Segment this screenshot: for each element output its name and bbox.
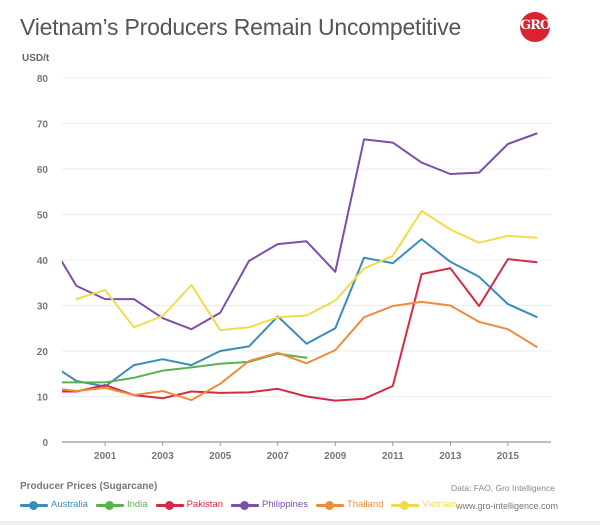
legend-marker-icon <box>20 500 48 510</box>
legend-label: Philippines <box>262 499 308 510</box>
legend-marker-icon <box>315 500 344 510</box>
x-axis: 2001 2003 2005 2007 2009 2011 2013 2015 <box>62 441 551 462</box>
chart-subtitle: Producer Prices (Sugarcane) <box>20 481 158 492</box>
y-tick-label: 80 <box>37 74 49 85</box>
x-tick-label: 2013 <box>439 451 462 462</box>
x-tick-label: 2003 <box>152 451 175 462</box>
legend-item-pakistan[interactable]: Pakistan <box>155 499 224 510</box>
x-tick-label: 2015 <box>497 451 520 462</box>
legend-label: India <box>126 499 148 510</box>
legend-label: Thailand <box>346 499 384 510</box>
y-tick-label: 50 <box>37 211 49 222</box>
x-tick-label: 2011 <box>382 451 404 462</box>
series-line-vietnam <box>75 209 538 332</box>
y-tick-label: 10 <box>37 393 49 404</box>
legend-label: Vietnam <box>422 499 458 510</box>
legend-marker-icon <box>391 500 420 510</box>
series-line-india <box>62 352 308 384</box>
x-tick-label: 2005 <box>209 451 232 462</box>
gridlines <box>62 77 551 397</box>
y-tick-label: 40 <box>37 256 49 267</box>
series-lines <box>62 132 538 402</box>
legend-marker-icon <box>95 500 124 510</box>
x-tick-label: 2001 <box>94 451 117 462</box>
legend-item-vietnam[interactable]: Vietnam <box>391 499 457 510</box>
y-tick-label: 70 <box>37 120 49 131</box>
y-axis-ticks: 0 10 20 30 40 50 60 70 80 <box>37 74 49 449</box>
legend-label: Australia <box>51 499 88 510</box>
series-line-philippines <box>62 132 538 331</box>
y-tick-label: 0 <box>42 438 48 449</box>
y-tick-label: 60 <box>37 165 49 176</box>
legend-label: Pakistan <box>186 499 224 510</box>
chart-title: Vietnam’s Producers Remain Uncompetitive <box>20 14 462 40</box>
data-source: Data: FAO, Gro Intelligence <box>451 483 555 493</box>
gro-logo-icon: GRO <box>520 12 551 42</box>
legend-item-philippines[interactable]: Philippines <box>231 499 308 510</box>
legend-item-thailand[interactable]: Thailand <box>315 499 384 510</box>
x-tick-label: 2007 <box>267 451 290 462</box>
logo-text: GRO <box>520 18 551 33</box>
y-axis-unit-label: USD/t <box>22 53 50 64</box>
legend-marker-icon <box>155 500 184 510</box>
y-tick-label: 30 <box>37 302 49 313</box>
legend-item-australia[interactable]: Australia <box>20 499 88 510</box>
legend-marker-icon <box>231 500 260 510</box>
bottom-divider <box>0 521 600 525</box>
series-line-thailand <box>62 300 538 402</box>
legend: Australia India Pakistan Philippines Thailan… <box>20 499 465 510</box>
website-link[interactable]: www.gro-intelligence.com <box>455 501 558 511</box>
x-tick-label: 2009 <box>324 451 347 462</box>
legend-item-india[interactable]: India <box>95 499 148 510</box>
y-tick-label: 20 <box>37 347 49 358</box>
series-line-australia <box>62 238 538 388</box>
